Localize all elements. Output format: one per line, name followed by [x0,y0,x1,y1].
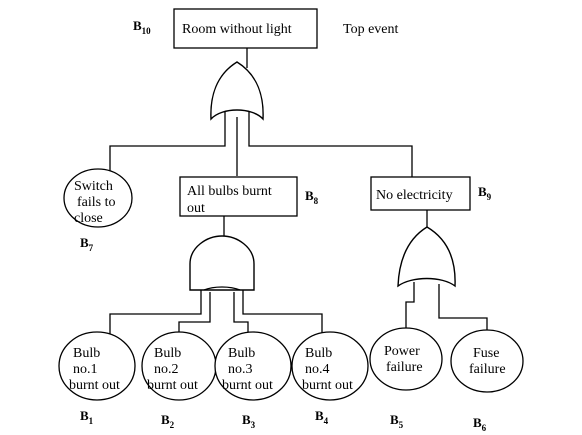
bulb2-text-line1: Bulb [154,346,181,361]
bulb4-id: B4 [315,408,329,426]
switch-text-line2: fails to [77,195,116,210]
power-text-line2: failure [386,360,423,375]
bulb3-text-line3: burnt out [222,378,273,393]
bulbs-text-line1: All bulbs burnt [187,184,272,199]
fuse-failure-circle [450,329,524,393]
bulb1-text-line2: no.1 [73,362,98,377]
fuse-text-line1: Fuse [473,346,499,361]
bulb4-text-line3: burnt out [302,378,353,393]
bulb2-text-line3: burnt out [147,378,198,393]
electricity-text: No electricity [376,188,453,203]
bulb2-text-line2: no.2 [154,362,179,377]
bulb1-text-line1: Bulb [73,346,100,361]
power-failure-circle [369,327,443,391]
bulb1-id: B1 [80,408,94,426]
fuse-id: B6 [473,415,487,433]
bulb3-text-line2: no.3 [228,362,253,377]
top-or-gate [210,61,264,121]
switch-text-line1: Switch [74,179,113,194]
electricity-or-gate [397,226,456,288]
fuse-text-line2: failure [469,362,506,377]
bulb4-circle [291,331,369,401]
bulb1-text-line3: burnt out [69,378,120,393]
bulbs-text-line2: out [187,201,205,216]
electricity-id: B9 [478,184,492,202]
top-event-annotation: Top event [343,22,399,37]
bulb2-id: B2 [161,412,175,430]
power-id: B5 [390,412,404,430]
bulbs-id: B8 [305,188,319,206]
all-bulbs-burnt-out-box [179,176,298,217]
top-event-id: B10 [133,18,151,36]
switch-id: B7 [80,235,94,253]
bulb1-circle [58,331,136,401]
top-event-box [173,8,318,49]
bulb4-text-line1: Bulb [305,346,332,361]
top-event-text: Room without light [182,22,292,37]
bulbs-and-gate [189,235,255,291]
bulb4-text-line2: no.4 [305,362,330,377]
switch-text-line3: close [74,211,103,226]
gate-wire-stub [203,286,241,291]
switch-fails-circle [63,168,133,228]
bulb3-id: B3 [242,412,256,430]
bulb3-text-line1: Bulb [228,346,255,361]
connector-lines [109,48,488,340]
power-text-line1: Power [384,344,420,359]
bulb3-circle [214,331,292,401]
no-electricity-box [370,176,471,211]
